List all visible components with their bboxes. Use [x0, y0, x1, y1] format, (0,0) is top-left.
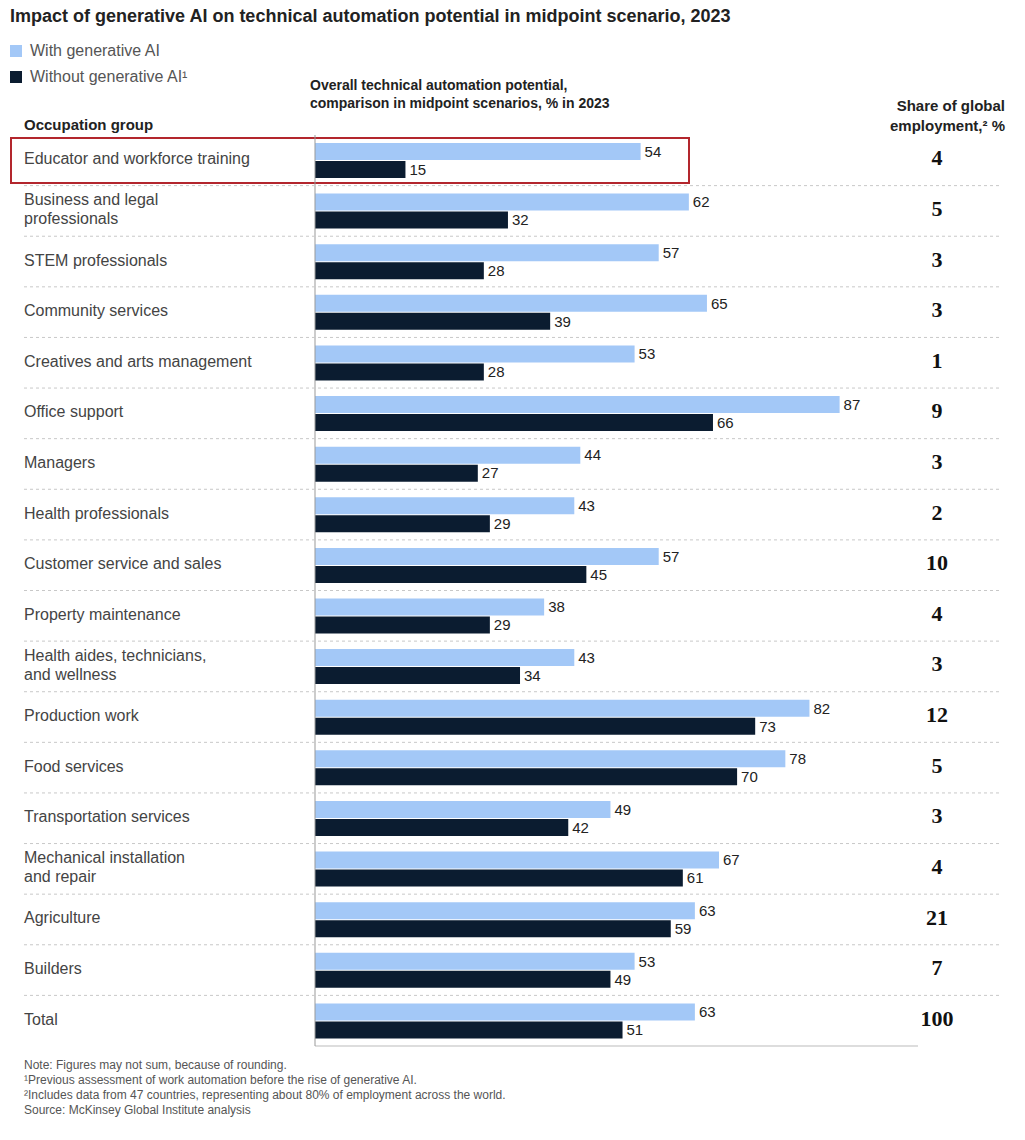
svg-text:2: 2 — [932, 500, 943, 525]
svg-text:3: 3 — [932, 651, 943, 676]
html-text:Occupation group: Occupation group — [24, 116, 154, 133]
svg-text:Transportation services: Transportation services — [24, 808, 190, 825]
svg-text:Business and legalprofessional: Business and legalprofessionals — [24, 192, 158, 228]
svg-text:59: 59 — [675, 920, 692, 937]
svg-text:Health aides, technicians,and: Health aides, technicians,and wellness — [24, 647, 206, 683]
svg-text:Health professionals: Health professionals — [24, 505, 169, 522]
svg-text:29: 29 — [494, 515, 511, 532]
svg-text:27: 27 — [482, 464, 499, 481]
svg-text:82: 82 — [813, 700, 830, 717]
svg-text:Builders: Builders — [24, 960, 82, 977]
svg-text:7: 7 — [932, 955, 943, 980]
svg-text:34: 34 — [524, 667, 541, 684]
svg-text:54: 54 — [645, 143, 662, 160]
svg-text:53: 53 — [639, 345, 656, 362]
svg-text:67: 67 — [723, 851, 740, 868]
svg-text:10: 10 — [926, 550, 948, 575]
svg-text:78: 78 — [789, 750, 806, 767]
svg-text:4: 4 — [932, 145, 943, 170]
svg-text:38: 38 — [548, 598, 565, 615]
svg-text:4: 4 — [932, 854, 943, 879]
svg-text:Managers: Managers — [24, 454, 95, 471]
svg-text:Agriculture: Agriculture — [24, 910, 101, 927]
svg-text:49: 49 — [614, 971, 631, 988]
svg-text:63: 63 — [699, 1003, 716, 1020]
html-text:With generative AI: With generative AI — [30, 42, 160, 59]
svg-text:51: 51 — [627, 1021, 644, 1038]
html-text:²Includes data from 47 countri: ²Includes data from 47 countries, repres… — [24, 1088, 506, 1102]
svg-text:Customer service and sales: Customer service and sales — [24, 555, 221, 572]
html-text:¹Previous assessment of work a: ¹Previous assessment of work automation … — [24, 1073, 417, 1087]
svg-text:Food services: Food services — [24, 758, 124, 775]
svg-text:Property maintenance: Property maintenance — [24, 606, 181, 623]
svg-text:Creatives and arts management: Creatives and arts management — [24, 353, 252, 370]
svg-text:100: 100 — [921, 1006, 954, 1031]
svg-text:3: 3 — [932, 449, 943, 474]
svg-text:61: 61 — [687, 869, 704, 886]
svg-text:57: 57 — [663, 548, 680, 565]
svg-text:5: 5 — [932, 753, 943, 778]
svg-text:63: 63 — [699, 902, 716, 919]
svg-text:Mechanical installationand rep: Mechanical installationand repair — [24, 850, 185, 886]
svg-text:32: 32 — [512, 211, 529, 228]
svg-text:Total: Total — [24, 1011, 58, 1028]
svg-text:4: 4 — [932, 601, 943, 626]
svg-text:3: 3 — [932, 247, 943, 272]
svg-text:28: 28 — [488, 363, 505, 380]
svg-text:45: 45 — [590, 566, 607, 583]
svg-text:42: 42 — [572, 819, 589, 836]
svg-text:29: 29 — [494, 616, 511, 633]
svg-text:62: 62 — [693, 193, 710, 210]
svg-text:65: 65 — [711, 295, 728, 312]
svg-text:21: 21 — [926, 905, 948, 930]
svg-text:73: 73 — [759, 718, 776, 735]
svg-text:44: 44 — [584, 446, 601, 463]
svg-text:39: 39 — [554, 313, 571, 330]
svg-text:Educator and workforce trainin: Educator and workforce training — [24, 151, 250, 168]
svg-text:3: 3 — [932, 803, 943, 828]
svg-text:43: 43 — [578, 497, 595, 514]
svg-text:1: 1 — [932, 348, 943, 373]
svg-text:Office support: Office support — [24, 404, 124, 421]
svg-text:28: 28 — [488, 262, 505, 279]
svg-text:Production work: Production work — [24, 707, 140, 724]
svg-text:70: 70 — [741, 768, 758, 785]
svg-text:12: 12 — [926, 702, 948, 727]
svg-text:5: 5 — [932, 196, 943, 221]
html-text:Without generative AI¹: Without generative AI¹ — [30, 68, 188, 85]
svg-text:Community services: Community services — [24, 302, 168, 319]
html-text:Overall technical automation p: Overall technical automation potential, … — [310, 77, 610, 111]
svg-text:15: 15 — [409, 161, 426, 178]
svg-text:43: 43 — [578, 649, 595, 666]
html-text:Share of global employment,² %: Share of global employment,² % — [890, 97, 1005, 134]
svg-text:87: 87 — [844, 396, 861, 413]
svg-text:66: 66 — [717, 414, 734, 431]
svg-text:53: 53 — [639, 953, 656, 970]
html-text:Impact of generative AI on tec: Impact of generative AI on technical aut… — [10, 6, 731, 26]
svg-text:9: 9 — [932, 398, 943, 423]
html-text:Note: Figures may not sum, bec: Note: Figures may not sum, because of ro… — [24, 1058, 287, 1072]
svg-text:3: 3 — [932, 297, 943, 322]
html-text:Source: McKinsey Global Instit: Source: McKinsey Global Institute analys… — [24, 1103, 251, 1117]
svg-text:57: 57 — [663, 244, 680, 261]
svg-text:STEM professionals: STEM professionals — [24, 252, 167, 269]
svg-text:49: 49 — [614, 801, 631, 818]
